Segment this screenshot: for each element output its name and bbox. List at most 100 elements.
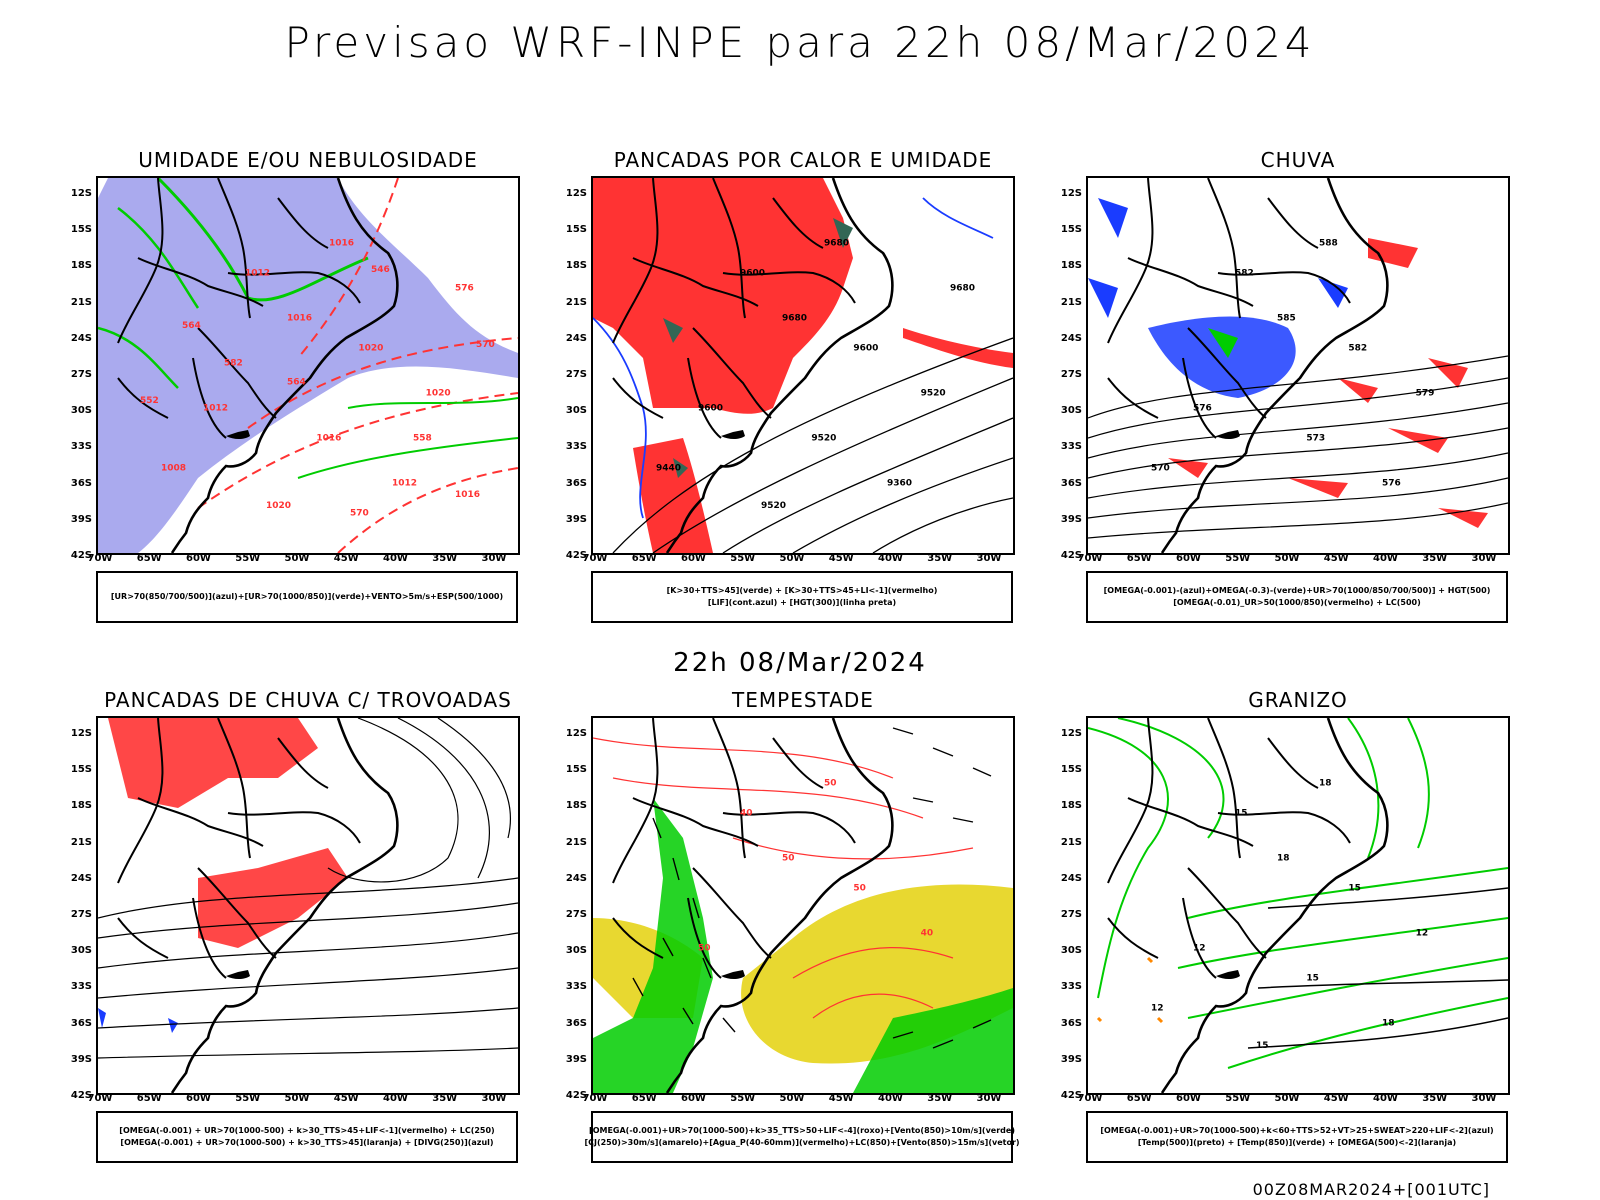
lat-tick-label: 15S [565,764,587,776]
legend-line-1: [UR>70(850/700/500)](azul)+[UR>70(1000/8… [110,592,504,601]
contour-label: 582 [1348,344,1367,354]
contour-label: 1020 [358,344,383,354]
lon-tick-label: 60W [1176,553,1201,564]
lat-tick-label: 12S [70,188,92,199]
lat-tick-label: 39S [565,513,587,525]
lon-tick-label: 50W [1274,1093,1300,1104]
lat-tick-label: 24S [565,332,587,344]
contour-label: 50 [824,779,837,789]
legend: [OMEGA(-0.001)+UR>70(1000-500)+k>35_TTS>… [584,1111,1020,1163]
lat-tick-label: 33S [565,441,587,453]
lon-tick-label: 65W [631,1093,657,1104]
lat-tick-label: 21S [1060,836,1082,848]
contour-label: 1012 [203,404,228,414]
lat-axis: 12S 15S 18S 21S 24S 27S 30S 33S 36S 39S 42S [58,716,94,1101]
panel-title: PANCADAS POR CALOR E UMIDADE [613,148,993,172]
main-title: Previsao WRF-INPE para 22h 08/Mar/2024 [284,18,1316,67]
lon-tick-label: 55W [730,1093,756,1104]
lon-tick-label: 65W [136,1093,162,1104]
legend-line-1: [OMEGA(-0.001)+UR>70(1000-500)+k<60+TTS>… [1100,1126,1494,1135]
lon-tick-label: 55W [1225,553,1251,564]
lat-axis: 12S 15S 18S 21S 24S 27S 30S 33S 36S 39S 42S [1048,716,1084,1101]
contour-label: 9600 [740,269,765,279]
panel-pancadas-calor: PANCADAS POR CALOR E UMIDADE 12S 15S 18S 21… [553,148,1053,648]
lon-axis: 70W 65W 60W 55W 50W 45W 40W 35W 30W [88,1093,520,1107]
lat-tick-label: 39S [1060,1053,1082,1065]
lat-tick-label: 33S [565,981,587,993]
lat-tick-label: 42S [565,1090,587,1101]
contour-label: 570 [1151,464,1170,474]
lat-tick-label: 24S [1060,332,1082,344]
contour-label: 9600 [698,404,723,414]
lon-tick-label: 35W [1422,1093,1448,1104]
contour-label: 582 [1235,269,1254,279]
lat-tick-label: 15S [70,224,92,236]
lon-tick-label: 45W [1323,1093,1349,1104]
contour-label: 9360 [887,479,912,489]
lat-tick-label: 33S [70,981,92,993]
lat-tick-label: 15S [565,224,587,236]
contour-label: 576 [1193,404,1212,414]
lon-tick-label: 65W [631,553,657,564]
lat-tick-label: 30S [1060,405,1082,417]
contour-label: 15 [1235,809,1248,819]
lon-tick-label: 60W [186,553,211,564]
lon-tick-label: 30W [976,1093,1002,1104]
contour-label: 570 [350,509,369,519]
lat-tick-label: 39S [565,1053,587,1065]
legend: [OMEGA(-0.001)+UR>70(1000-500)+k<60+TTS>… [1086,1111,1508,1163]
lon-axis: 70W 65W 60W 55W 50W 45W 40W 35W 30W [583,553,1015,567]
lat-tick-label: 36S [70,1017,92,1029]
contour-label: 18 [1277,854,1290,864]
lon-tick-label: 70W [582,553,608,564]
lon-axis: 70W 65W 60W 55W 50W 45W 40W 35W 30W [88,553,520,567]
lat-tick-label: 30S [565,945,587,957]
lon-tick-label: 55W [1225,1093,1251,1104]
contour-label: 558 [413,434,432,444]
lon-tick-label: 40W [878,1093,903,1104]
legend-line-2: [OMEGA(-0.01)_UR>50(1000/850)(vermelho) … [1173,598,1421,607]
lon-tick-label: 30W [1471,553,1497,564]
lon-tick-label: 70W [87,1093,113,1104]
lat-tick-label: 33S [70,441,92,453]
legend: [UR>70(850/700/500)](azul)+[UR>70(1000/8… [96,571,518,623]
contour-label: 18 [1382,1019,1395,1029]
lon-tick-label: 45W [333,1093,359,1104]
lon-tick-label: 60W [186,1093,211,1104]
lon-tick-label: 45W [828,1093,854,1104]
panel-tempestade: TEMPESTADE 12S 15S 18S 21S 24S 27S 30S 33S 36S 39… [553,688,1053,1188]
lat-tick-label: 18S [1060,260,1082,272]
legend-line-2: [OMEGA(-0.001) + UR>70(1000-500) + k>30_… [120,1138,494,1147]
lat-tick-label: 18S [70,260,92,272]
contour-label: 585 [1277,314,1296,324]
contour-label: 1020 [426,389,451,399]
contour-label: 1012 [392,479,417,489]
lat-tick-label: 36S [565,1017,587,1029]
panel-title: CHUVA [1260,148,1336,172]
lat-tick-label: 42S [1060,1090,1082,1101]
lat-tick-label: 12S [70,728,92,739]
lon-tick-label: 70W [582,1093,608,1104]
panel-umidade: UMIDADE E/OU NEBULOSIDADE 12S 15S 18S 21S 24… [58,148,558,648]
map-trovoadas [96,716,520,1095]
lon-tick-label: 45W [333,553,359,564]
contour-label: 12 [1193,944,1206,954]
panel-title: UMIDADE E/OU NEBULOSIDADE [138,148,478,172]
lon-axis: 70W 65W 60W 55W 50W 45W 40W 35W 30W [583,1093,1015,1107]
lon-tick-label: 45W [828,553,854,564]
contour-label: 9520 [921,389,946,399]
contour-label: 15 [1306,974,1319,984]
lon-tick-label: 60W [681,1093,706,1104]
lon-tick-label: 40W [383,1093,408,1104]
lat-tick-label: 27S [565,369,587,380]
contour-label: 50 [853,884,866,894]
lon-tick-label: 55W [235,1093,261,1104]
lat-tick-label: 15S [1060,224,1082,236]
contour-label: 12 [1151,1004,1164,1014]
lon-tick-label: 50W [284,553,310,564]
lon-tick-label: 50W [779,553,805,564]
lat-axis: 12S 15S 18S 21S 24S 27S 30S 33S 36S 39S 42S [1048,176,1084,561]
lat-tick-label: 21S [70,296,92,308]
contour-label: 15 [1256,1041,1269,1051]
panel-trovoadas: PANCADAS DE CHUVA C/ TROVOADAS 12S 15S 18S… [58,688,558,1188]
